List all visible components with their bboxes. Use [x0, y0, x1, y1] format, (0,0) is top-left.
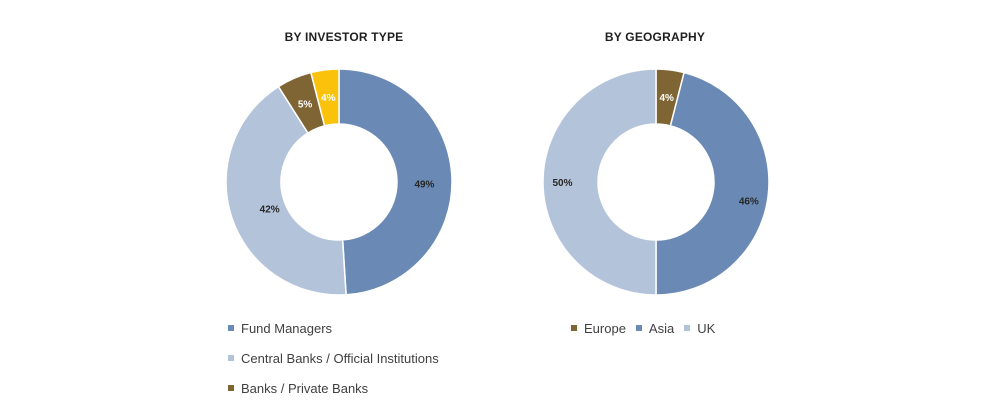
legend-swatch — [571, 325, 577, 331]
legend-swatch — [635, 325, 642, 331]
legend-label: Fund Managers — [241, 320, 333, 336]
data-label-europe: 4% — [659, 93, 674, 104]
legend-label: Banks / Private Banks — [241, 380, 369, 396]
legend-item-banks-private-banks: Banks / Private Banks — [228, 378, 439, 398]
data-label-4: 4% — [321, 93, 336, 104]
legend-item-europe: Europe — [571, 321, 626, 336]
donut-slice-4 — [309, 68, 340, 127]
legend-label: UK — [697, 320, 716, 336]
data-label-fund-managers: 49% — [414, 179, 434, 190]
investor-type-chart-title: BY INVESTOR TYPE — [284, 30, 404, 44]
legend-item-central-banks: Central Banks / Official Institutions — [228, 348, 439, 368]
data-label-asia: 46% — [739, 197, 759, 208]
data-label-banks-private-banks: 5% — [298, 100, 313, 111]
investor-type-donut: 49% 42% 5% 4% — [225, 68, 453, 296]
legend-item-asia: Asia — [635, 320, 675, 336]
legend-label: Europe — [584, 320, 626, 336]
donut-slice-uk — [542, 68, 657, 296]
legend-swatch — [228, 385, 234, 391]
data-label-uk: 50% — [552, 178, 572, 189]
legend-swatch — [228, 355, 234, 361]
donut-slice-fund-managers — [338, 68, 453, 296]
data-label-central-banks-official-institutions: 42% — [260, 204, 280, 215]
legend-item-fund-managers: Fund Managers — [228, 318, 439, 338]
geography-chart-title: BY GEOGRAPHY — [604, 30, 706, 44]
donut-slice-central-banks-official-institutions — [225, 85, 347, 296]
geography-donut: 4% 46% 50% — [542, 68, 770, 296]
investor-type-legend: Fund Managers Central Banks / Official I… — [228, 318, 439, 408]
legend-item-uk: UK — [684, 321, 715, 336]
legend-label: Asia — [648, 320, 675, 336]
legend-swatch — [684, 325, 691, 331]
legend-swatch — [228, 325, 234, 331]
legend-label: Central Banks / Official Institutions — [241, 350, 439, 366]
donut-slice-asia — [655, 71, 770, 296]
geography-legend: Europe Asia UK — [571, 318, 725, 338]
